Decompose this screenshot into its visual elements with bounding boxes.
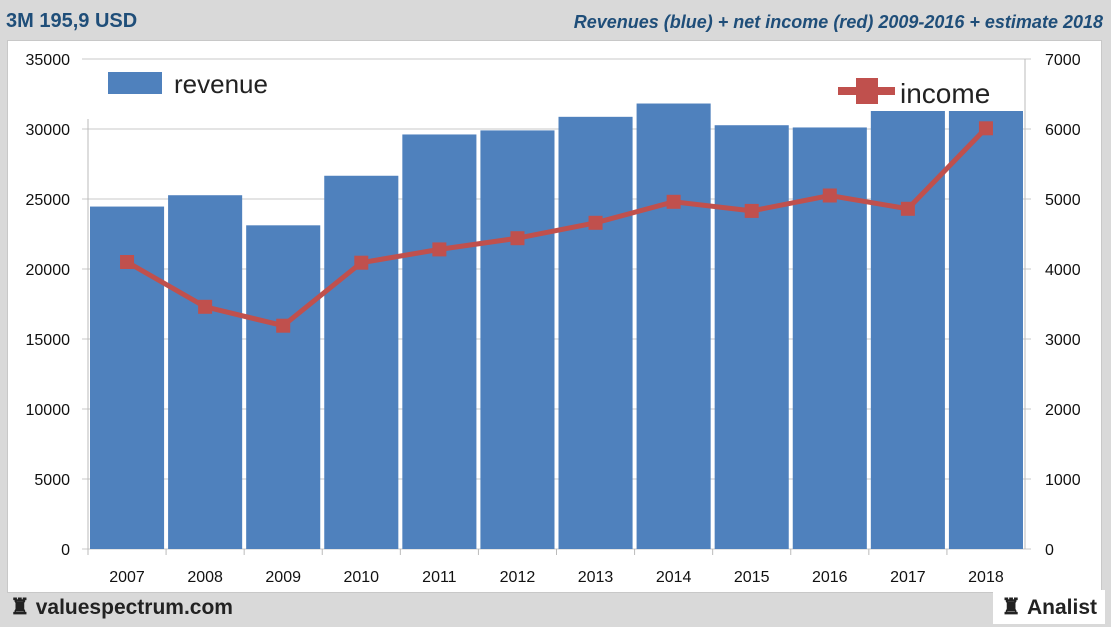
revenue-bar-2017	[870, 105, 945, 549]
income-line	[120, 121, 993, 333]
left-tick-label: 35000	[26, 52, 71, 69]
x-tick-label: 2009	[265, 569, 301, 586]
right-tick-label: 5000	[1045, 192, 1081, 209]
footer-brand-analist: ♜ Analist	[993, 590, 1105, 624]
revenue-bar-2009	[246, 225, 321, 549]
x-tick-label: 2014	[656, 569, 692, 586]
income-marker-2012	[510, 231, 525, 246]
right-tick-label: 4000	[1045, 262, 1081, 279]
chart-title-right: Revenues (blue) + net income (red) 2009-…	[573, 12, 1103, 32]
x-tick-label: 2018	[968, 569, 1004, 586]
x-tick-label: 2015	[734, 569, 770, 586]
income-marker-2015	[744, 203, 759, 218]
rook-chess-icon: ♜	[10, 594, 30, 619]
footer-brand-valuespectrum: ♜ valuespectrum.com	[10, 594, 233, 620]
legend-revenue-label: revenue	[174, 69, 268, 99]
revenue-bar-2013	[558, 116, 633, 549]
income-marker-2008	[198, 299, 213, 314]
chart-title-left: 3M 195,9 USD	[6, 10, 138, 32]
left-tick-label: 10000	[26, 402, 71, 419]
revenue-bar-2014	[636, 103, 711, 550]
revenue-bar-2011	[402, 134, 477, 549]
footer-left-text: valuespectrum.com	[35, 596, 233, 619]
left-tick-label: 5000	[34, 472, 70, 489]
revenue-bar-2018	[948, 90, 1023, 550]
x-tick-label: 2011	[422, 569, 457, 586]
revenue-bar-2015	[714, 125, 789, 549]
legend-income-marker	[856, 78, 878, 104]
revenue-bar-2010	[324, 175, 399, 549]
legend-revenue-swatch	[108, 72, 162, 94]
x-tick-label: 2017	[890, 569, 926, 586]
rook-chess-icon: ♜	[1001, 594, 1021, 619]
left-tick-label: 15000	[26, 332, 71, 349]
income-marker-2017	[900, 201, 915, 216]
left-tick-label: 20000	[26, 262, 71, 279]
x-tick-label: 2007	[109, 569, 145, 586]
legend-income-label: income	[900, 78, 990, 109]
income-marker-2016	[822, 188, 837, 203]
revenue-bar-2008	[168, 195, 243, 549]
income-marker-2007	[120, 255, 135, 269]
right-tick-label: 6000	[1045, 122, 1081, 139]
x-tick-label: 2008	[187, 569, 223, 586]
x-tick-label: 2010	[343, 569, 379, 586]
left-tick-label: 25000	[26, 192, 71, 209]
axes: 0 5000 10000 15000 20000 25000 30000 35000 0 1000…	[26, 52, 1081, 586]
income-marker-2010	[354, 255, 369, 270]
left-tick-label: 0	[61, 542, 70, 559]
revenue-bars	[90, 90, 1023, 550]
right-tick-label: 0	[1045, 542, 1054, 559]
x-tick-label: 2013	[578, 569, 614, 586]
right-tick-label: 3000	[1045, 332, 1081, 349]
income-marker-2013	[588, 215, 603, 230]
income-marker-2018	[978, 121, 993, 136]
right-tick-label: 7000	[1045, 52, 1081, 69]
footer-right-text: Analist	[1026, 596, 1097, 619]
income-marker-2009	[276, 318, 291, 333]
income-marker-2011	[432, 242, 447, 257]
legend: revenue income	[108, 69, 1023, 111]
left-tick-label: 30000	[26, 122, 71, 139]
right-tick-label: 1000	[1045, 472, 1081, 489]
income-line-path	[125, 126, 988, 329]
income-marker-2014	[666, 194, 681, 209]
revenue-bar-2012	[480, 130, 555, 549]
x-tick-label: 2012	[500, 569, 536, 586]
x-tick-label: 2016	[812, 569, 848, 586]
right-tick-label: 2000	[1045, 402, 1081, 419]
